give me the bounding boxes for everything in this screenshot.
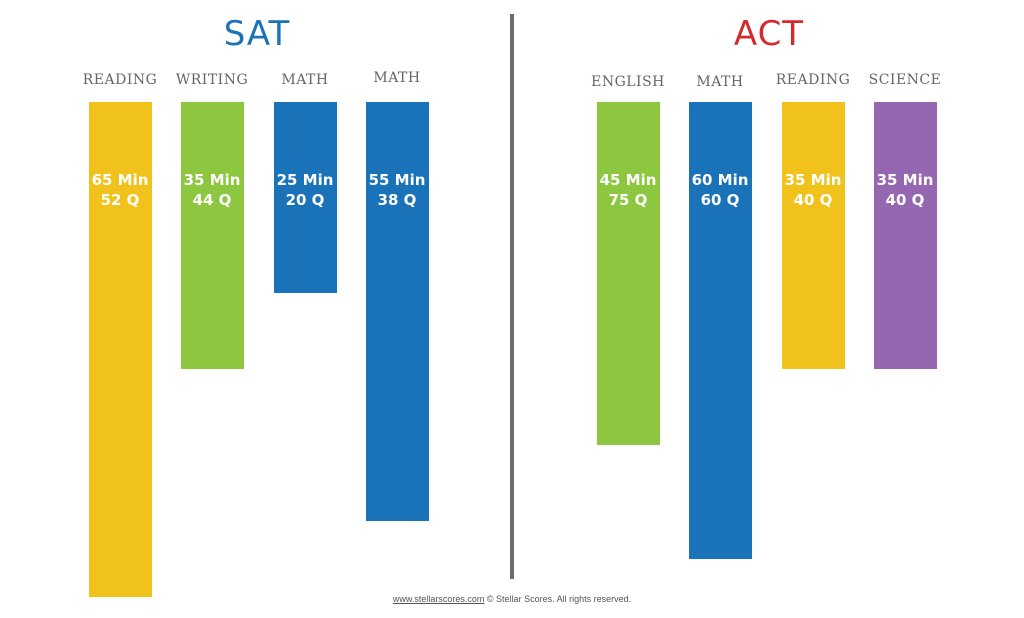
- bar-data-label: 35 Min 44 Q: [181, 170, 244, 210]
- bar-math: 60 Min 60 Q: [688, 102, 752, 559]
- bar-math: 55 Min 38 Q: [365, 102, 429, 521]
- footer: www.stellarscores.com © Stellar Scores. …: [0, 594, 1024, 604]
- category-label-writing: WRITING: [175, 72, 249, 88]
- minutes-label: 35 Min: [876, 171, 934, 189]
- category-label-math: MATH: [696, 74, 744, 90]
- bar-data-label: 65 Min 52 Q: [89, 170, 152, 210]
- sat-title: SAT: [223, 14, 291, 54]
- questions-label: 40 Q: [793, 191, 833, 209]
- bar-data-label: 35 Min 40 Q: [874, 170, 937, 210]
- category-label-science: SCIENCE: [868, 72, 942, 88]
- bar-data-label: 60 Min 60 Q: [689, 170, 752, 210]
- footer-text: © Stellar Scores. All rights reserved.: [484, 594, 632, 604]
- bar-reading: 65 Min 52 Q: [88, 102, 152, 597]
- minutes-label: 65 Min: [91, 171, 149, 189]
- act-title: ACT: [733, 14, 805, 54]
- questions-label: 38 Q: [377, 191, 417, 209]
- questions-label: 52 Q: [100, 191, 140, 209]
- footer-link[interactable]: www.stellarscores.com: [392, 594, 485, 604]
- bar-data-label: 55 Min 38 Q: [366, 170, 429, 210]
- questions-label: 20 Q: [285, 191, 325, 209]
- questions-label: 40 Q: [885, 191, 925, 209]
- minutes-label: 35 Min: [183, 171, 241, 189]
- category-label-math: MATH: [373, 70, 421, 86]
- questions-label: 75 Q: [608, 191, 648, 209]
- bar-data-label: 45 Min 75 Q: [597, 170, 660, 210]
- category-label-english: ENGLISH: [591, 74, 665, 90]
- category-label-math: MATH: [281, 72, 329, 88]
- bar-writing: 35 Min 44 Q: [180, 102, 244, 369]
- bar-data-label: 25 Min 20 Q: [274, 170, 337, 210]
- questions-label: 60 Q: [700, 191, 740, 209]
- bar-data-label: 35 Min 40 Q: [782, 170, 845, 210]
- minutes-label: 25 Min: [276, 171, 334, 189]
- minutes-label: 60 Min: [691, 171, 749, 189]
- panel-divider: [510, 14, 514, 579]
- minutes-label: 55 Min: [368, 171, 426, 189]
- bar-science: 35 Min 40 Q: [873, 102, 937, 369]
- bar-math: 25 Min 20 Q: [273, 102, 337, 293]
- minutes-label: 45 Min: [599, 171, 657, 189]
- category-label-reading: READING: [82, 72, 158, 88]
- bar-english: 45 Min 75 Q: [596, 102, 660, 445]
- questions-label: 44 Q: [192, 191, 232, 209]
- minutes-label: 35 Min: [784, 171, 842, 189]
- category-label-reading: READING: [775, 72, 851, 88]
- bar-reading: 35 Min 40 Q: [781, 102, 845, 369]
